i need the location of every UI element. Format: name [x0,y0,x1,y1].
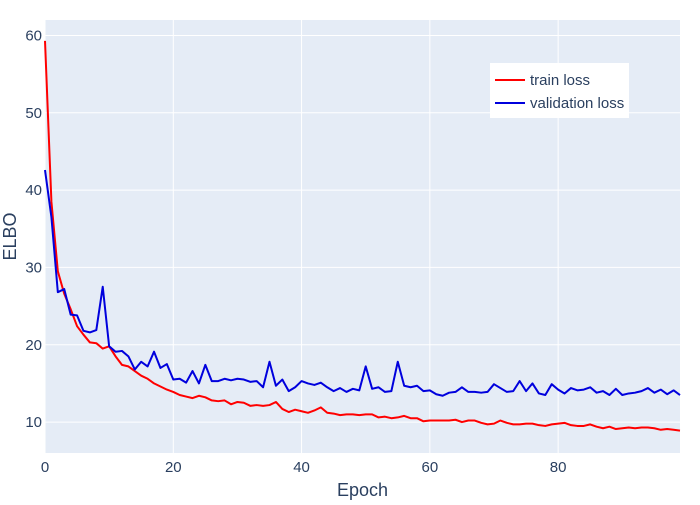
legend-label: train loss [530,72,590,89]
y-tick-label: 60 [25,27,42,44]
legend[interactable]: train loss validation loss [490,63,629,118]
y-tick-label: 20 [25,337,42,354]
y-tick-label: 40 [25,182,42,199]
x-tick-label: 60 [422,459,439,476]
x-tick-label: 40 [293,459,310,476]
x-tick-label: 20 [165,459,182,476]
x-tick-label: 80 [550,459,567,476]
x-axis-title: Epoch [337,480,388,500]
series-line-validation-loss [44,169,681,397]
y-tick-label: 30 [25,259,42,276]
series-line-train-loss [44,40,681,432]
y-axis-title: ELBO [0,212,20,260]
legend-box [490,63,629,118]
legend-label: validation loss [530,95,624,112]
y-tick-label: 50 [25,105,42,122]
series-lines [44,40,681,432]
y-tick-label: 10 [25,414,42,431]
x-tick-label: 0 [41,459,49,476]
tick-labels: 0 20 40 60 80 10 20 30 40 50 60 [25,27,566,476]
